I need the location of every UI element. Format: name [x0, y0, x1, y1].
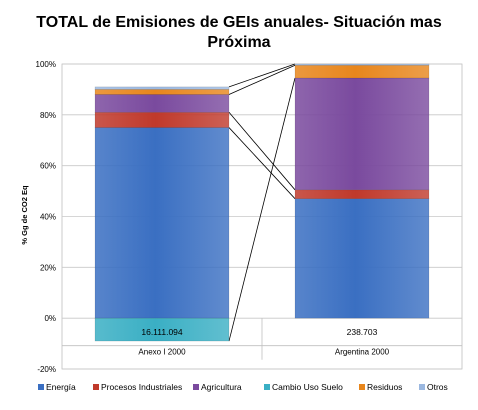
- connector-lines: [228, 63, 296, 342]
- bar-segment-agricultura: [294, 77, 430, 191]
- connector-line: [228, 127, 296, 199]
- bar-segment-otros: [94, 86, 230, 90]
- bars: [94, 63, 430, 342]
- data-table: 16.111.094 Anexo I 2000 238.703 Argentina 2…: [62, 318, 462, 360]
- connector-line: [228, 77, 296, 342]
- connector-line: [228, 63, 296, 88]
- legend-label: Otros: [427, 382, 448, 392]
- legend-label: Procesos Industriales: [101, 382, 182, 392]
- bar-segment-agricultura: [94, 94, 230, 113]
- y-tick-label: 100%: [36, 60, 56, 69]
- bar-segment-otros: [294, 63, 430, 66]
- legend-swatch: [359, 384, 365, 390]
- connector-line: [228, 64, 296, 95]
- y-tick-label: 0%: [44, 314, 56, 323]
- bar-segment-residuos: [294, 65, 430, 79]
- y-tick-label: 20%: [40, 263, 56, 272]
- legend-swatch: [38, 384, 44, 390]
- legend-swatch: [419, 384, 425, 390]
- y-axis: -20% 0% 20% 40% 60% 80% 100%: [36, 60, 56, 374]
- legend-label: Energía: [46, 382, 76, 392]
- legend-swatch: [93, 384, 99, 390]
- category-label: Anexo I 2000: [138, 348, 186, 357]
- y-tick-label: 40%: [40, 213, 56, 222]
- bar-segment-procesos-industriales: [94, 112, 230, 128]
- category-label: Argentina 2000: [335, 348, 390, 357]
- bar-segment-cambio-uso-suelo: [94, 317, 230, 342]
- y-tick-label: -20%: [37, 365, 56, 374]
- chart-title-line2: Próxima: [207, 34, 270, 51]
- legend-label: Cambio Uso Suelo: [272, 382, 343, 392]
- legend-swatch: [193, 384, 199, 390]
- bar-segment-energía: [94, 127, 230, 319]
- y-axis-label: % Gg de CO2 Eq: [20, 185, 29, 245]
- legend-label: Agricultura: [201, 382, 242, 392]
- bar-segment-procesos-industriales: [294, 189, 430, 199]
- bar-segment-energía: [294, 198, 430, 319]
- bar-segment-residuos: [94, 89, 230, 95]
- connector-line: [228, 112, 296, 191]
- y-tick-label: 60%: [40, 162, 56, 171]
- legend-label: Residuos: [367, 382, 402, 392]
- legend: Energía Procesos Industriales Agricultura C…: [38, 382, 448, 392]
- legend-swatch: [264, 384, 270, 390]
- table-value: 238.703: [347, 327, 378, 337]
- chart-title-line1: TOTAL de Emisiones de GEIs anuales- Situ…: [36, 14, 442, 31]
- y-tick-label: 80%: [40, 111, 56, 120]
- table-value: 16.111.094: [141, 327, 183, 337]
